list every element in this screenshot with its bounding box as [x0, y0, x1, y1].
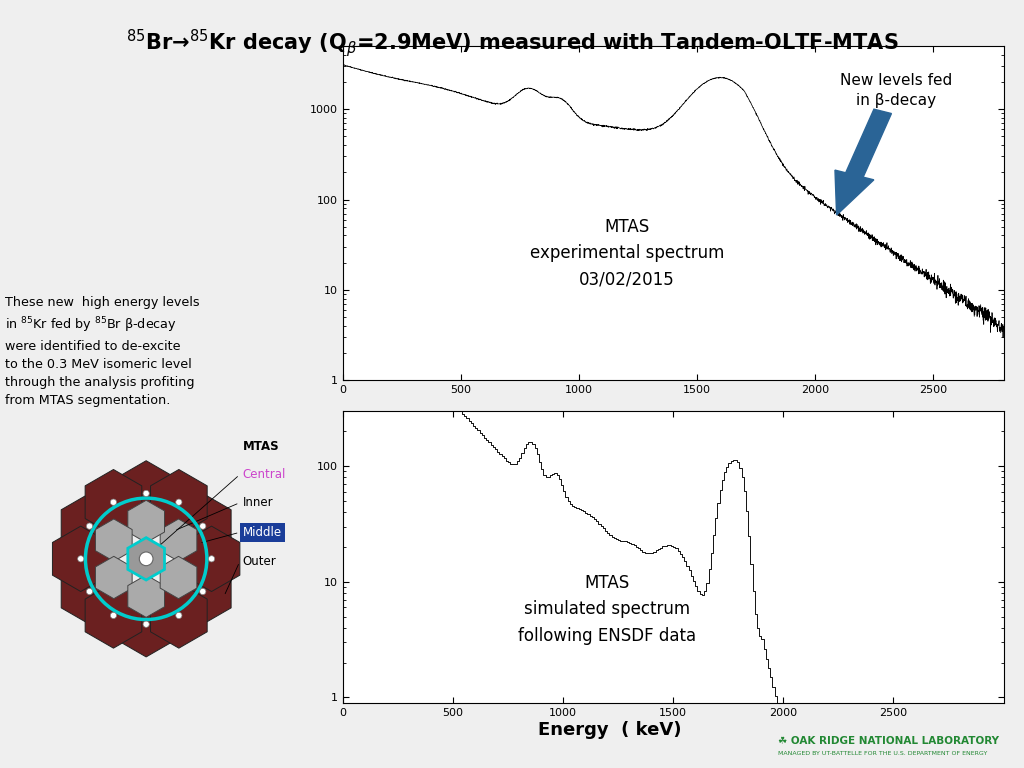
Polygon shape: [118, 461, 174, 526]
Circle shape: [86, 523, 92, 529]
Text: Middle: Middle: [243, 526, 282, 539]
Circle shape: [111, 612, 117, 618]
Text: These new  high energy levels
in $^{85}$Kr fed by $^{85}$Br β-decay
were identif: These new high energy levels in $^{85}$K…: [5, 296, 200, 407]
Text: New levels fed
in β-decay: New levels fed in β-decay: [840, 73, 952, 108]
Polygon shape: [61, 559, 118, 624]
Polygon shape: [174, 559, 231, 624]
Polygon shape: [52, 526, 110, 591]
Circle shape: [139, 552, 153, 566]
Circle shape: [143, 621, 150, 627]
Text: $^{85}$Br→$^{85}$Kr decay (Q$_{\beta}$=2.9MeV) measured with Tandem-OLTF-MTAS: $^{85}$Br→$^{85}$Kr decay (Q$_{\beta}$=2…: [126, 27, 898, 59]
Polygon shape: [128, 538, 165, 580]
Polygon shape: [85, 583, 141, 648]
Circle shape: [176, 499, 182, 505]
FancyArrow shape: [835, 109, 892, 215]
Polygon shape: [160, 556, 197, 599]
Circle shape: [176, 612, 182, 618]
Text: Inner: Inner: [243, 496, 273, 509]
Polygon shape: [128, 575, 165, 617]
Circle shape: [143, 490, 150, 497]
Text: Outer: Outer: [243, 555, 276, 568]
Text: Central: Central: [243, 468, 286, 482]
Polygon shape: [151, 469, 207, 535]
Polygon shape: [151, 583, 207, 648]
Polygon shape: [128, 500, 165, 543]
Polygon shape: [95, 556, 132, 599]
Text: MANAGED BY UT-BATTELLE FOR THE U.S. DEPARTMENT OF ENERGY: MANAGED BY UT-BATTELLE FOR THE U.S. DEPA…: [778, 750, 987, 756]
Circle shape: [209, 556, 215, 562]
Circle shape: [200, 588, 206, 594]
Polygon shape: [174, 493, 231, 559]
Text: MTAS: MTAS: [243, 440, 280, 453]
Polygon shape: [118, 591, 174, 657]
Polygon shape: [95, 519, 132, 561]
Text: MTAS
experimental spectrum
03/02/2015: MTAS experimental spectrum 03/02/2015: [529, 218, 724, 289]
Text: ☘ OAK RIDGE NATIONAL LABORATORY: ☘ OAK RIDGE NATIONAL LABORATORY: [778, 737, 999, 746]
Circle shape: [78, 556, 84, 562]
Circle shape: [200, 523, 206, 529]
Circle shape: [111, 499, 117, 505]
Polygon shape: [61, 493, 118, 559]
Polygon shape: [85, 469, 141, 535]
Text: Energy  ( keV): Energy ( keV): [538, 721, 681, 739]
Polygon shape: [160, 519, 197, 561]
Circle shape: [86, 588, 92, 594]
Polygon shape: [183, 526, 240, 591]
Text: MTAS
simulated spectrum
following ENSDF data: MTAS simulated spectrum following ENSDF …: [518, 574, 696, 644]
